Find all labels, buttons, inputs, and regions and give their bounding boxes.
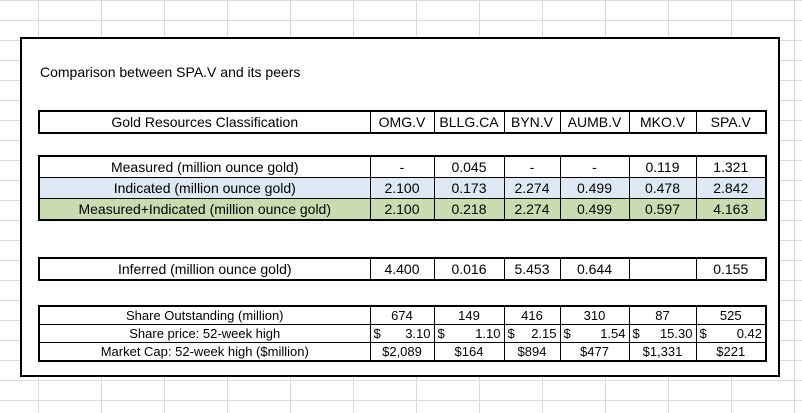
mcap-omg[interactable]: $2,089: [369, 342, 435, 362]
mi-omg[interactable]: 2.100: [369, 198, 435, 221]
inferred-mko[interactable]: [628, 257, 697, 281]
indicated-omg[interactable]: 2.100: [369, 177, 435, 199]
shares-row: Share Outstanding (million) 674 149 416 …: [38, 305, 767, 325]
header-bllg[interactable]: BLLG.CA: [433, 110, 505, 134]
price-row: Share price: 52-week high $3.10 $1.10 $2…: [38, 324, 767, 343]
price-spa[interactable]: $0.42: [695, 324, 767, 343]
mi-spa[interactable]: 4.163: [695, 198, 767, 221]
price-value: 3.10: [405, 326, 431, 341]
inferred-table: Inferred (million ounce gold) 4.400 0.01…: [38, 257, 767, 281]
header-row: Gold Resources Classification OMG.V BLLG…: [38, 110, 767, 134]
measured-bllg[interactable]: 0.045: [433, 155, 505, 178]
inferred-omg[interactable]: 4.400: [369, 257, 435, 281]
currency-symbol: $: [632, 326, 640, 341]
price-bllg[interactable]: $1.10: [433, 324, 505, 343]
indicated-bllg[interactable]: 0.173: [433, 177, 505, 199]
currency-symbol: $: [437, 326, 445, 341]
currency-symbol: $: [699, 326, 707, 341]
shares-omg[interactable]: 674: [369, 305, 435, 325]
mcap-bllg[interactable]: $164: [433, 342, 505, 362]
sheet-title[interactable]: Comparison between SPA.V and its peers: [40, 64, 301, 80]
currency-symbol: $: [563, 326, 571, 341]
mi-aumb[interactable]: 0.499: [559, 198, 630, 221]
price-value: 1.10: [475, 326, 501, 341]
price-label[interactable]: Share price: 52-week high: [38, 324, 371, 343]
measured-byn[interactable]: -: [503, 155, 561, 178]
shares-mko[interactable]: 87: [628, 305, 697, 325]
inferred-aumb[interactable]: 0.644: [559, 257, 630, 281]
price-aumb[interactable]: $1.54: [559, 324, 630, 343]
mcap-byn[interactable]: $894: [503, 342, 561, 362]
shares-label[interactable]: Share Outstanding (million): [38, 305, 371, 325]
price-byn[interactable]: $2.15: [503, 324, 561, 343]
indicated-aumb[interactable]: 0.499: [559, 177, 630, 199]
measured-aumb[interactable]: -: [559, 155, 630, 178]
measured-mko[interactable]: 0.119: [628, 155, 697, 178]
mi-mko[interactable]: 0.597: [628, 198, 697, 221]
mcap-spa[interactable]: $221: [695, 342, 767, 362]
measured-spa[interactable]: 1.321: [695, 155, 767, 178]
indicated-byn[interactable]: 2.274: [503, 177, 561, 199]
price-value: 15.30: [659, 326, 693, 341]
header-table: Gold Resources Classification OMG.V BLLG…: [38, 110, 767, 134]
inferred-byn[interactable]: 5.453: [503, 257, 561, 281]
shares-aumb[interactable]: 310: [559, 305, 630, 325]
header-aumb[interactable]: AUMB.V: [559, 110, 630, 134]
header-mko[interactable]: MKO.V: [628, 110, 697, 134]
indicated-spa[interactable]: 2.842: [695, 177, 767, 199]
measured-label[interactable]: Measured (million ounce gold): [38, 155, 371, 178]
market-cap-row: Market Cap: 52-week high ($million) $2,0…: [38, 342, 767, 362]
price-omg[interactable]: $3.10: [369, 324, 435, 343]
mi-bllg[interactable]: 0.218: [433, 198, 505, 221]
header-label[interactable]: Gold Resources Classification: [38, 110, 371, 134]
measured-indicated-row: Measured+Indicated (million ounce gold) …: [38, 198, 767, 221]
header-byn[interactable]: BYN.V: [503, 110, 561, 134]
mcap-mko[interactable]: $1,331: [628, 342, 697, 362]
inferred-spa[interactable]: 0.155: [695, 257, 767, 281]
inferred-bllg[interactable]: 0.016: [433, 257, 505, 281]
shares-bllg[interactable]: 149: [433, 305, 505, 325]
price-mko[interactable]: $15.30: [628, 324, 697, 343]
price-value: 1.54: [600, 326, 626, 341]
header-omg[interactable]: OMG.V: [369, 110, 435, 134]
measured-row: Measured (million ounce gold) - 0.045 - …: [38, 155, 767, 178]
price-value: 2.15: [531, 326, 557, 341]
indicated-row: Indicated (million ounce gold) 2.100 0.1…: [38, 177, 767, 199]
shares-byn[interactable]: 416: [503, 305, 561, 325]
resources-table: Measured (million ounce gold) - 0.045 - …: [38, 155, 767, 221]
indicated-label[interactable]: Indicated (million ounce gold): [38, 177, 371, 199]
market-cap-label[interactable]: Market Cap: 52-week high ($million): [38, 342, 371, 362]
indicated-mko[interactable]: 0.478: [628, 177, 697, 199]
inferred-label[interactable]: Inferred (million ounce gold): [38, 257, 371, 281]
currency-symbol: $: [373, 326, 381, 341]
mi-byn[interactable]: 2.274: [503, 198, 561, 221]
mcap-aumb[interactable]: $477: [559, 342, 630, 362]
price-value: 0.42: [736, 326, 762, 341]
inferred-row: Inferred (million ounce gold) 4.400 0.01…: [38, 257, 767, 281]
header-spa[interactable]: SPA.V: [695, 110, 767, 134]
currency-symbol: $: [507, 326, 515, 341]
measured-indicated-label[interactable]: Measured+Indicated (million ounce gold): [38, 198, 371, 221]
shares-spa[interactable]: 525: [695, 305, 767, 325]
share-table: Share Outstanding (million) 674 149 416 …: [38, 305, 767, 362]
measured-omg[interactable]: -: [369, 155, 435, 178]
